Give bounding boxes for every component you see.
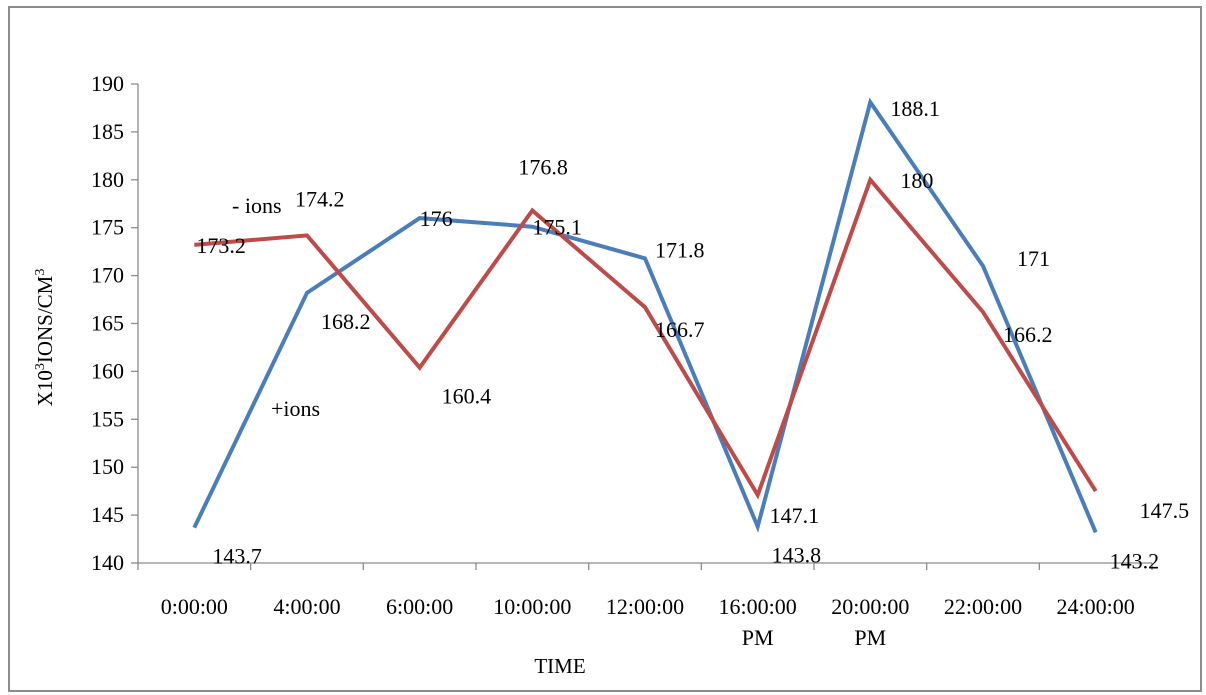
x-tick-label: 16:00:00 [719,594,797,619]
x-axis-title: TIME [534,654,585,678]
series-label-positive-ions: +ions [271,396,320,421]
data-label: 147.1 [770,503,820,528]
y-tick-label: 140 [91,550,124,575]
x-tick-label: 10:00:00 [493,594,571,619]
data-label: 143.7 [212,544,261,569]
data-label: 174.2 [295,186,345,211]
data-label: 143.2 [1110,548,1160,573]
x-tick-label: 6:00:00 [386,594,453,619]
x-tick-label: PM [742,625,774,650]
y-tick-label: 180 [91,167,124,192]
y-tick-label: 160 [91,358,124,383]
data-label: 160.4 [442,384,492,409]
series-label-negative-ions: - ions [232,193,282,218]
data-label: 176 [420,206,453,231]
y-tick-label: 175 [91,215,124,240]
x-tick-label: 20:00:00 [831,594,909,619]
data-label: 176.8 [518,154,568,179]
y-tick-label: 165 [91,311,124,336]
x-tick-label: 22:00:00 [944,594,1022,619]
x-tick-label: 4:00:00 [273,594,340,619]
y-tick-label: 185 [91,119,124,144]
series-line-negative-ions [194,175,1098,500]
y-tick-label: 155 [91,406,124,431]
data-label: 168.2 [321,309,371,334]
x-tick-label: PM [854,625,886,650]
x-tick-label: 24:00:00 [1057,594,1135,619]
data-label: 173.2 [196,233,246,258]
y-tick-label: 190 [91,71,124,96]
data-label: 188.1 [890,96,940,121]
series-line-positive-ions [192,97,1098,534]
y-tick-label: 145 [91,502,124,527]
data-label: 166.2 [1003,322,1053,347]
data-label: 171.8 [655,237,705,262]
data-label: 166.7 [655,317,705,342]
x-tick-label: 12:00:00 [606,594,684,619]
y-axis-title: X103IONS/CM3 [33,269,57,407]
chart-frame [8,6,1202,692]
data-label: 175.1 [532,215,582,240]
data-label: 171 [1017,246,1050,271]
data-label: 147.5 [1140,498,1190,523]
y-tick-label: 150 [91,454,124,479]
x-tick-label: 0:00:00 [161,594,228,619]
data-label: 180 [900,168,933,193]
y-tick-label: 170 [91,263,124,288]
data-label: 143.8 [772,543,822,568]
